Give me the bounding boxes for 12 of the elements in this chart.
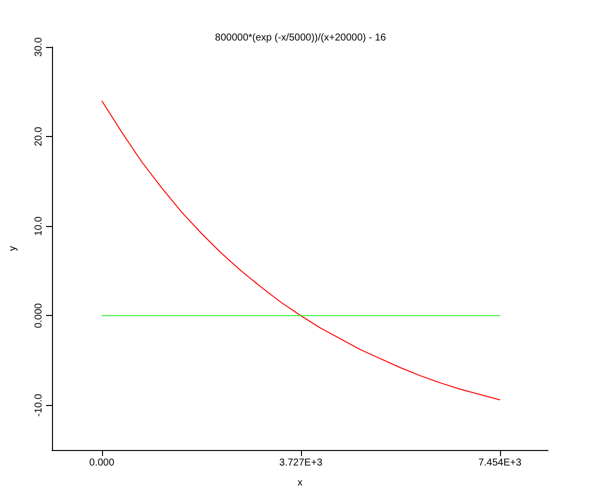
y-tick-label: 10.0 [34,216,44,236]
x-tick-label: 3.727E+3 [279,458,323,468]
y-tick-label: 0.000 [34,302,44,328]
y-tick-label: 20.0 [34,126,44,146]
x-axis-title: x [298,478,302,488]
chart-title: 800000*(exp (-x/5000))/(x+20000) - 16 [215,32,386,44]
y-tick-label: -10.0 [34,393,44,417]
line-series [101,100,500,400]
y-axis-title: y [8,246,18,251]
x-tick-label: 0.000 [89,458,115,468]
y-tick-label: 30.0 [34,36,44,57]
x-tick-label: 7.454E+3 [478,458,522,468]
